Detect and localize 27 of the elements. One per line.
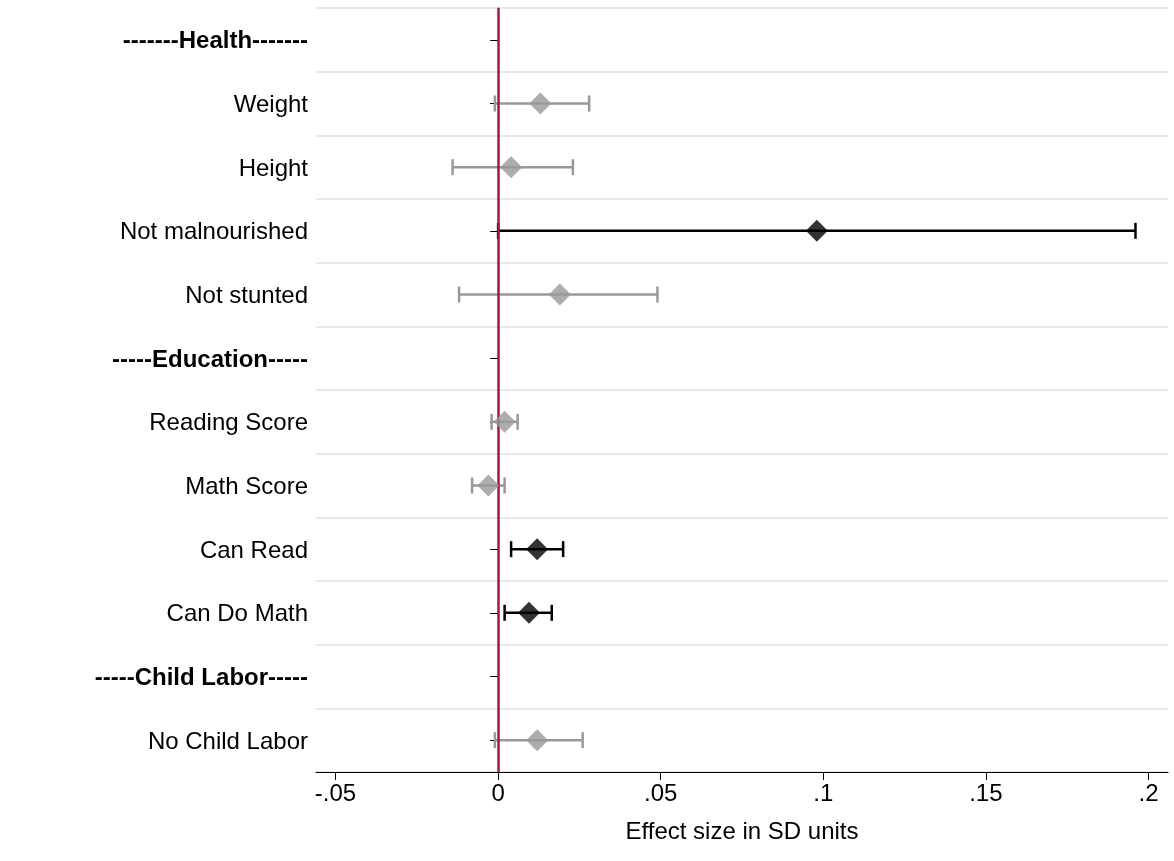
x-tick-label: .05: [644, 778, 678, 806]
x-tick-label: -.05: [314, 778, 357, 806]
y-tick-label: -----Education-----: [112, 344, 308, 372]
y-tick-label: Height: [238, 153, 309, 181]
x-tick-label: .1: [813, 778, 834, 806]
point: [526, 538, 549, 561]
point: [477, 474, 500, 497]
y-tick-label: Weight: [233, 90, 309, 117]
x-tick-label: 0: [491, 778, 505, 806]
x-tick-label: .2: [1138, 778, 1159, 806]
point: [805, 219, 828, 242]
y-tick-label: Reading Score: [149, 408, 308, 436]
point: [548, 283, 571, 306]
point: [529, 92, 552, 115]
y-tick-label: Math Score: [185, 472, 308, 499]
y-tick-label: Can Do Math: [166, 599, 308, 627]
y-tick-label: Not malnourished: [119, 217, 308, 245]
y-tick-label: -------Health-------: [122, 26, 308, 54]
y-tick-label: No Child Labor: [147, 726, 308, 754]
y-tick-label: Can Read: [199, 535, 308, 563]
y-tick-label: -----Child Labor-----: [94, 663, 308, 690]
point: [500, 156, 523, 179]
point: [518, 601, 540, 624]
x-tick-label: .15: [969, 778, 1003, 806]
y-tick-label: Not stunted: [185, 281, 308, 308]
point: [526, 729, 549, 752]
x-axis-title: Effect size in SD units: [625, 816, 859, 844]
